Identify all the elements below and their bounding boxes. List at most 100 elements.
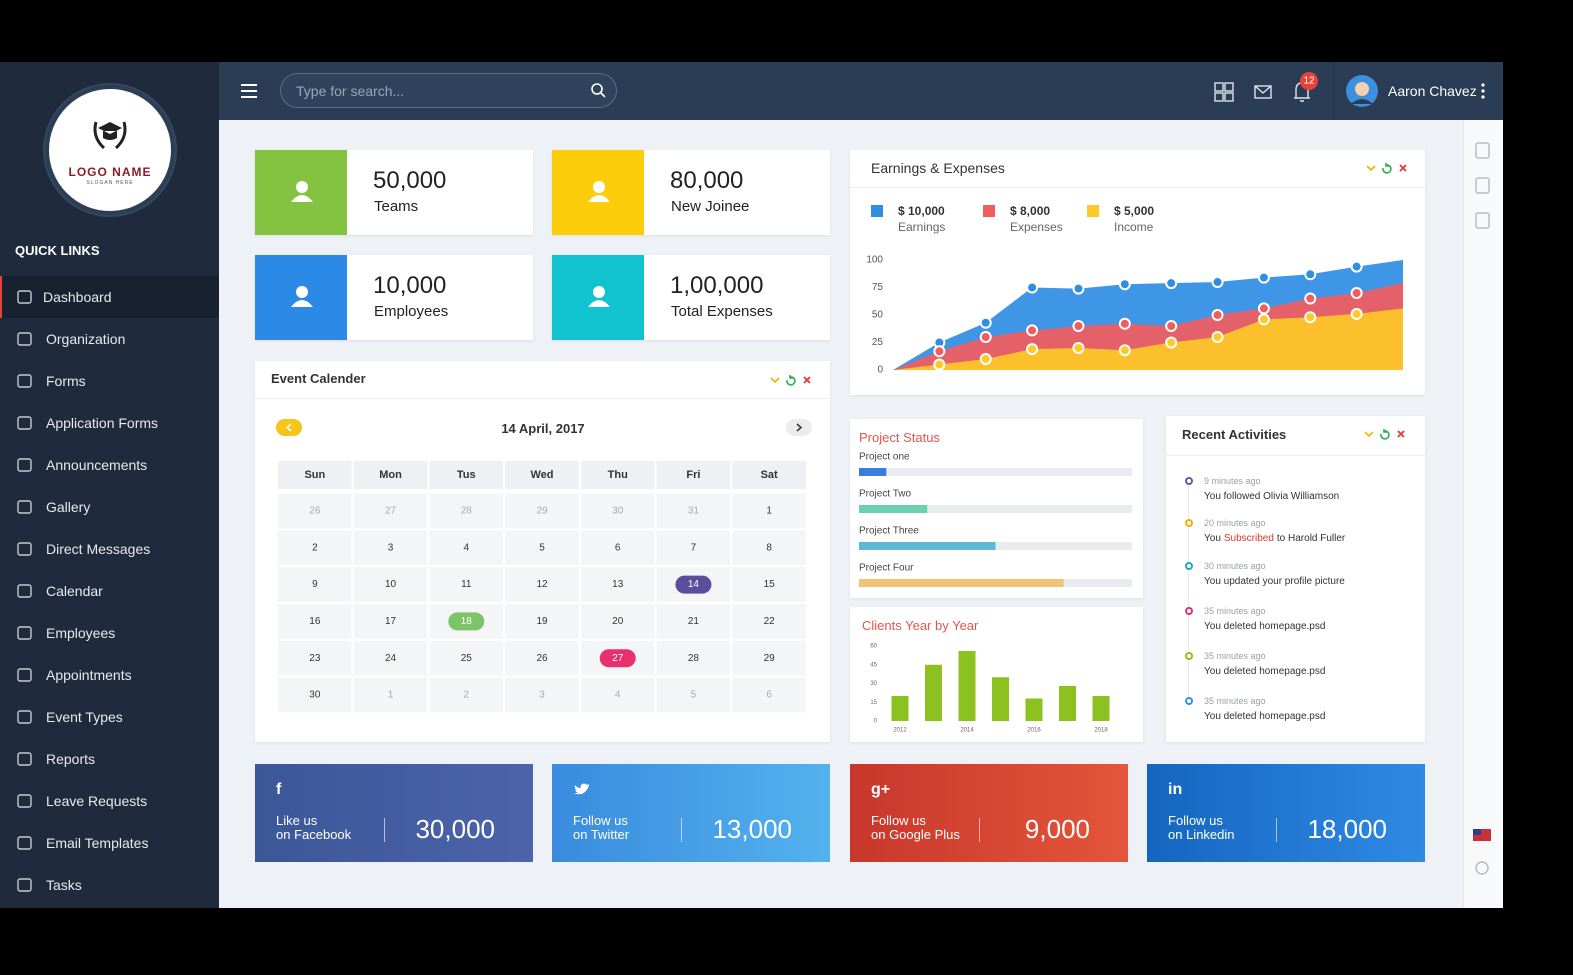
social-value: 18,000: [1307, 814, 1387, 844]
point: [1350, 287, 1363, 299]
activities-card: [1166, 416, 1425, 742]
day-cell[interactable]: [276, 638, 354, 678]
activity-text: You deleted homepage.psd: [1204, 666, 1326, 677]
progress-bar: [859, 505, 928, 513]
social-card[interactable]: [552, 764, 830, 862]
menu-item[interactable]: Reports: [46, 750, 96, 767]
day-cell[interactable]: [730, 491, 808, 531]
menu-item[interactable]: Forms: [46, 372, 86, 389]
search-box[interactable]: [280, 73, 617, 108]
progress-bar: [859, 468, 887, 476]
day: 3: [388, 542, 394, 553]
icon-body: [291, 195, 313, 202]
day-cell[interactable]: [730, 602, 808, 641]
menu-item[interactable]: Dashboard: [43, 288, 112, 305]
menu-item[interactable]: Direct Messages: [46, 540, 151, 557]
social-divider: [681, 818, 682, 842]
card-title: Clients Year by Year: [862, 618, 979, 634]
search-icon: [591, 83, 606, 98]
menu-item[interactable]: Application Forms: [46, 414, 159, 431]
weekday: Sat: [761, 469, 778, 481]
activity-time: 35 minutes ago: [1204, 650, 1266, 661]
day-cell[interactable]: [730, 565, 808, 604]
day: 24: [385, 653, 397, 664]
menu-item[interactable]: Organization: [46, 330, 126, 347]
icon-head: [296, 181, 308, 193]
day-cell[interactable]: [427, 638, 506, 678]
day-cell[interactable]: [351, 528, 430, 568]
day: 30: [612, 506, 624, 517]
day-cell[interactable]: [427, 675, 506, 715]
stat-value: 50,000: [373, 166, 447, 194]
search-placeholder[interactable]: Type for search...: [296, 82, 405, 99]
bar: [1025, 698, 1043, 721]
menu-item[interactable]: Announcements: [46, 456, 148, 473]
day-cell[interactable]: [654, 675, 733, 715]
menu-item[interactable]: Employees: [46, 624, 116, 641]
day-cell[interactable]: [730, 675, 808, 715]
point: [1350, 307, 1363, 320]
icon-shape: [17, 542, 32, 556]
day-cell[interactable]: [503, 528, 581, 568]
day-cell[interactable]: [578, 491, 657, 531]
timeline-dot: [1185, 562, 1193, 570]
point: [1072, 282, 1085, 295]
day-cell[interactable]: [276, 491, 354, 531]
day: 17: [385, 616, 397, 627]
day-cell[interactable]: [351, 675, 430, 715]
day: 19: [536, 616, 548, 627]
day: 9: [312, 579, 318, 590]
menu-item[interactable]: Event Types: [46, 708, 123, 725]
stat-icon: [588, 286, 610, 307]
activity-part: You: [1204, 533, 1221, 544]
logo-emblem: [93, 121, 127, 150]
close-icon: [803, 376, 811, 384]
day-cell[interactable]: [730, 638, 808, 678]
stat-icon: [588, 181, 610, 202]
day-cell[interactable]: [503, 675, 581, 715]
logo-slogan: SLOGAN HERE: [86, 180, 134, 186]
social-card[interactable]: [1147, 764, 1425, 862]
activity-text: You updated your profile picture: [1204, 576, 1345, 587]
social-card[interactable]: [850, 764, 1128, 862]
stat-label: Employees: [374, 303, 449, 320]
day: 16: [309, 616, 321, 627]
kebab-dot: [1481, 95, 1485, 99]
day-cell[interactable]: [276, 528, 354, 568]
timeline-dot: [1185, 652, 1193, 660]
area: [893, 308, 1403, 370]
close-icon: [1399, 164, 1407, 172]
day-cell[interactable]: [578, 675, 657, 715]
logo-circle: [45, 85, 175, 215]
social-card[interactable]: [255, 764, 533, 862]
y-tick-label: 60: [870, 644, 877, 650]
day-cell[interactable]: [503, 638, 581, 678]
day: 26: [309, 506, 321, 517]
card-controls: [1364, 429, 1405, 440]
menu-icon: [17, 794, 32, 808]
activity-part: to Harold Fuller: [1276, 533, 1346, 544]
menu-item[interactable]: Calendar: [46, 582, 103, 599]
day: 28: [688, 653, 700, 664]
x-tick-label: 2014: [960, 728, 974, 734]
menu-item[interactable]: Leave Requests: [46, 792, 148, 809]
bar: [992, 677, 1009, 721]
user-name[interactable]: Aaron Chavez: [1388, 82, 1477, 99]
day: 28: [461, 506, 473, 517]
next-button[interactable]: [786, 419, 812, 436]
lens: [591, 83, 603, 95]
menu-item[interactable]: Tasks: [46, 876, 82, 893]
menu-item[interactable]: Email Templates: [46, 834, 149, 851]
menu-item[interactable]: Appointments: [46, 666, 132, 683]
day: 4: [464, 542, 470, 553]
point: [1118, 278, 1131, 291]
social-icon: f: [276, 781, 282, 799]
day: 20: [612, 616, 624, 627]
next-arrow: [796, 423, 803, 432]
day-cell[interactable]: [654, 638, 733, 678]
activity-link[interactable]: Subscribed: [1223, 533, 1274, 544]
menu-item[interactable]: Gallery: [46, 498, 91, 515]
prev-button[interactable]: [276, 419, 302, 436]
legend-name: Earnings: [898, 219, 946, 234]
